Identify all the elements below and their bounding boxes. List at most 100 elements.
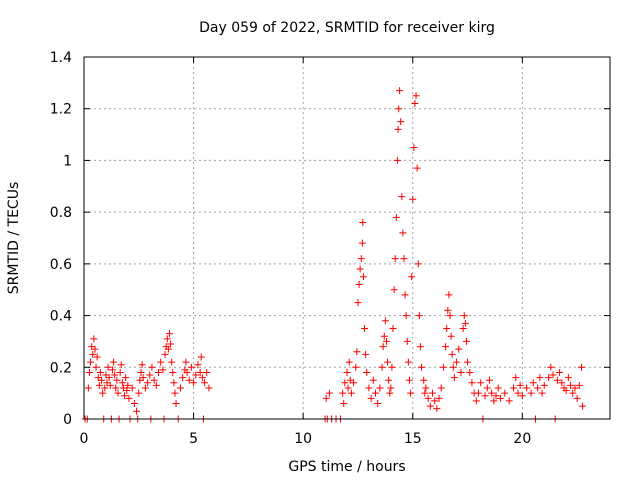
data-point (426, 402, 434, 410)
data-point (569, 389, 577, 397)
data-point (141, 384, 149, 392)
y-tick-label: 0.2 (50, 360, 72, 376)
data-point (387, 384, 395, 392)
data-point (378, 363, 386, 371)
data-point (89, 350, 97, 358)
data-point (536, 374, 544, 382)
y-tick-label: 0.4 (50, 309, 72, 325)
data-point (505, 397, 513, 405)
data-point (159, 366, 167, 374)
data-point (401, 291, 409, 299)
data-point (553, 376, 561, 384)
data-point (393, 156, 401, 164)
data-point (516, 381, 524, 389)
data-point (347, 389, 355, 397)
data-point (514, 389, 522, 397)
data-point (111, 371, 119, 379)
data-point (198, 374, 206, 382)
data-point (446, 312, 454, 320)
data-point (420, 376, 428, 384)
y-tick-label: 1.4 (50, 50, 72, 66)
data-point (85, 368, 93, 376)
data-point (105, 374, 113, 382)
x-tick-label: 20 (513, 431, 531, 447)
data-point (384, 358, 392, 366)
data-point (165, 330, 173, 338)
y-tick-label: 0.8 (50, 205, 72, 221)
data-point (203, 368, 211, 376)
y-tick-label: 1.2 (50, 102, 72, 118)
data-point (356, 265, 364, 273)
data-point (122, 374, 130, 382)
data-point (578, 363, 586, 371)
data-point (390, 286, 398, 294)
data-point (464, 358, 472, 366)
data-point (117, 361, 125, 369)
data-point (424, 394, 432, 402)
data-point (359, 273, 367, 281)
axis-ticks: 0 0.2 0.4 0.6 0.8 1 1.2 1.4 0 5 10 15 20 (50, 50, 610, 447)
data-point (562, 387, 570, 395)
y-tick-label: 0.6 (50, 257, 72, 273)
data-point (415, 312, 423, 320)
data-point (114, 389, 122, 397)
data-point (205, 384, 213, 392)
data-point (381, 317, 389, 325)
data-point (163, 335, 171, 343)
data-point (455, 345, 463, 353)
data-point (101, 384, 109, 392)
data-point (161, 350, 169, 358)
data-point (128, 384, 136, 392)
data-point (352, 363, 360, 371)
data-point (137, 368, 145, 376)
data-point (421, 389, 429, 397)
data-point (135, 389, 143, 397)
data-point (433, 405, 441, 413)
data-point (435, 394, 443, 402)
data-point (510, 384, 518, 392)
data-point (362, 350, 370, 358)
data-point (437, 384, 445, 392)
data-point (339, 389, 347, 397)
data-point (413, 164, 421, 172)
data-point (556, 368, 564, 376)
data-point (483, 384, 491, 392)
data-point (96, 368, 104, 376)
data-point (157, 358, 165, 366)
data-point (477, 379, 485, 387)
data-point (472, 397, 480, 405)
data-point (106, 381, 114, 389)
data-point (112, 384, 120, 392)
data-point (488, 389, 496, 397)
x-axis-label: GPS time / hours (288, 459, 405, 475)
data-point (169, 368, 177, 376)
data-point (139, 374, 147, 382)
data-point (380, 332, 388, 340)
plot-frame (83, 56, 611, 420)
grid-lines (84, 57, 610, 419)
data-point (457, 368, 465, 376)
data-point (445, 291, 453, 299)
data-point (405, 376, 413, 384)
data-point (113, 376, 121, 384)
data-point (449, 363, 457, 371)
data-point (571, 384, 579, 392)
data-point (164, 345, 172, 353)
data-point (416, 343, 424, 351)
data-point (93, 353, 101, 361)
data-point (340, 399, 348, 407)
data-point (192, 371, 200, 379)
data-point (354, 299, 362, 307)
y-tick-label: 0 (63, 412, 72, 428)
data-point (183, 368, 191, 376)
data-point (121, 392, 129, 400)
data-point (579, 402, 587, 410)
data-point (414, 260, 422, 268)
data-point (485, 376, 493, 384)
data-point (371, 389, 379, 397)
data-point (529, 379, 537, 387)
data-point (379, 343, 387, 351)
data-point (155, 368, 163, 376)
data-point (110, 358, 118, 366)
data-point (196, 368, 204, 376)
